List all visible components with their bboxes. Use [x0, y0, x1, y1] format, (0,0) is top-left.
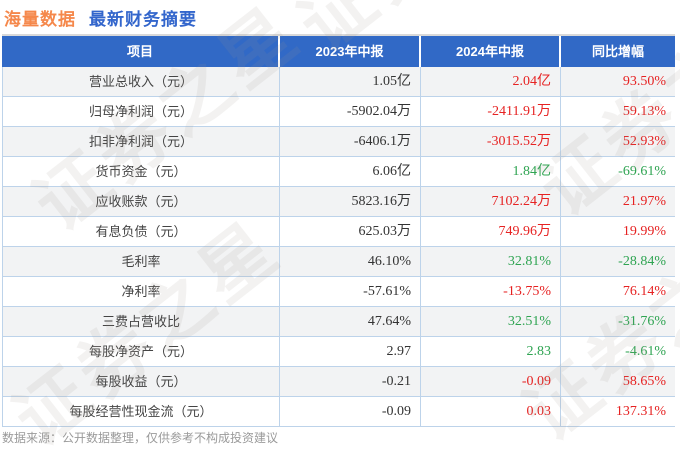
column-header-2024: 2024年中报 [421, 36, 561, 67]
table-row: 每股净资产（元） 2.97 2.83 -4.61% [2, 337, 675, 367]
value-2023: 6.06亿 [280, 157, 421, 186]
value-2023: 625.03万 [280, 217, 421, 246]
value-yoy: 58.65% [622, 374, 666, 389]
value-yoy: -69.61% [618, 164, 666, 179]
value-2024: 32.51% [421, 307, 561, 336]
row-label: 每股收益（元） [2, 367, 280, 396]
row-label: 每股净资产（元） [2, 337, 280, 366]
company-name: 海量数据 [4, 10, 76, 29]
value-yoy: -4.61% [625, 344, 666, 359]
value-yoy: -28.84% [618, 254, 666, 269]
value-yoy: 137.31% [615, 404, 666, 419]
row-label: 三费占营收比 [2, 307, 280, 336]
row-label: 应收账款（元） [2, 187, 280, 216]
value-2023: 46.10% [280, 247, 421, 276]
value-2023: 47.64% [280, 307, 421, 336]
value-2023: -0.09 [280, 397, 421, 426]
table-row: 毛利率 46.10% 32.81% -28.84% [2, 247, 675, 277]
table-row: 净利率 -57.61% -13.75% 76.14% [2, 277, 675, 307]
value-yoy: 19.99% [622, 224, 666, 239]
value-2023: -5902.04万 [280, 97, 421, 126]
row-label: 营业总收入（元） [2, 67, 280, 96]
value-2024: -13.75% [421, 277, 561, 306]
value-2024: -2411.91万 [421, 97, 561, 126]
table-row: 扣非净利润（元） -6406.1万 -3015.52万 52.93% [2, 127, 675, 157]
table-row: 归母净利润（元） -5902.04万 -2411.91万 59.13% [2, 97, 675, 127]
value-2024: 1.84亿 [421, 157, 561, 186]
value-2024: -0.09 [421, 367, 561, 396]
value-2023: -57.61% [280, 277, 421, 306]
row-label: 归母净利润（元） [2, 97, 280, 126]
row-label: 每股经营性现金流（元） [2, 397, 280, 426]
value-yoy: 59.13% [622, 104, 666, 119]
table-header-row: 项目 2023年中报 2024年中报 同比增幅 [2, 36, 675, 67]
row-label: 有息负债（元） [2, 217, 280, 246]
value-2023: -6406.1万 [280, 127, 421, 156]
value-2024: 749.96万 [421, 217, 561, 246]
table-row: 每股经营性现金流（元） -0.09 0.03 137.31% [2, 397, 675, 427]
value-2024: 2.83 [421, 337, 561, 366]
table-row: 营业总收入（元） 1.05亿 2.04亿 93.50% [2, 67, 675, 97]
value-2023: 5823.16万 [280, 187, 421, 216]
column-header-item: 项目 [2, 36, 280, 67]
column-header-yoy-change: 同比增幅 [591, 44, 644, 59]
table-row: 三费占营收比 47.64% 32.51% -31.76% [2, 307, 675, 337]
table-row: 货币资金（元） 6.06亿 1.84亿 -69.61% [2, 157, 675, 187]
row-label: 货币资金（元） [2, 157, 280, 186]
value-2024: 2.04亿 [421, 67, 561, 96]
value-2024: 32.81% [421, 247, 561, 276]
table-row: 应收账款（元） 5823.16万 7102.24万 21.97% [2, 187, 675, 217]
table-row: 有息负债（元） 625.03万 749.96万 19.99% [2, 217, 675, 247]
column-header-2023: 2023年中报 [280, 36, 421, 67]
value-yoy: 93.50% [622, 74, 666, 89]
value-2023: 1.05亿 [280, 67, 421, 96]
value-yoy: 76.14% [622, 284, 666, 299]
value-2023: 2.97 [280, 337, 421, 366]
report-title: 最新财务摘要 [89, 10, 197, 29]
financial-summary-table: 项目 2023年中报 2024年中报 同比增幅 营业总收入（元） 1.05亿 2… [2, 34, 675, 427]
page-title: 海量数据 最新财务摘要 [4, 5, 197, 30]
row-label: 扣非净利润（元） [2, 127, 280, 156]
row-label: 毛利率 [2, 247, 280, 276]
value-2024: 7102.24万 [421, 187, 561, 216]
value-2024: 0.03 [421, 397, 561, 426]
data-source-note: 数据来源：公开数据整理，仅供参考不构成投资建议 [2, 431, 279, 445]
table-body: 营业总收入（元） 1.05亿 2.04亿 93.50% 归母净利润（元） -59… [2, 67, 675, 427]
value-2023: -0.21 [280, 367, 421, 396]
value-2024: -3015.52万 [421, 127, 561, 156]
row-label: 净利率 [2, 277, 280, 306]
value-yoy: -31.76% [618, 314, 666, 329]
value-yoy: 52.93% [622, 134, 666, 149]
table-row: 每股收益（元） -0.21 -0.09 58.65% [2, 367, 675, 397]
value-yoy: 21.97% [622, 194, 666, 209]
